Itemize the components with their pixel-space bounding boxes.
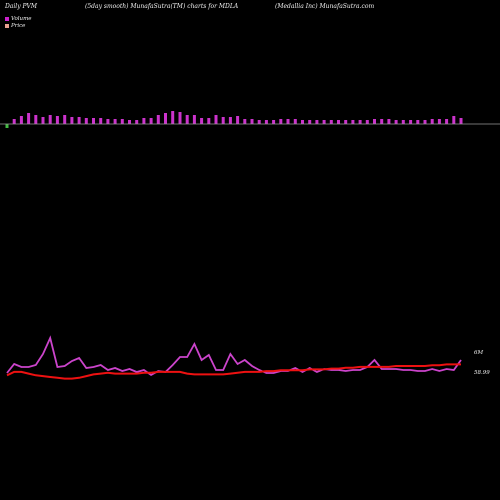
volume-bar — [409, 120, 413, 124]
volume-bar — [92, 118, 95, 124]
volume-bar — [351, 120, 355, 124]
volume-bar — [164, 113, 167, 124]
volume-bar — [257, 120, 261, 124]
volume-bar — [178, 112, 182, 124]
volume-bars — [5, 111, 463, 128]
volume-bar — [401, 120, 405, 124]
volume-bar — [437, 119, 441, 124]
price-swatch — [5, 23, 9, 28]
volume-bar — [365, 120, 369, 124]
volume-bar — [99, 118, 103, 124]
volume-bar — [329, 120, 333, 124]
volume-bar — [128, 120, 131, 124]
volume-bar — [192, 115, 196, 124]
volume-bar — [171, 111, 175, 124]
volume-bar — [452, 116, 456, 124]
volume-bar — [301, 120, 304, 124]
volume-bar — [12, 119, 16, 124]
volume-bar — [120, 119, 124, 124]
volume-bar — [264, 120, 268, 124]
volume-bar — [156, 115, 160, 124]
legend: Volume Price — [5, 15, 32, 29]
volume-bar — [315, 120, 319, 124]
volume-bar — [272, 120, 276, 124]
volume-bar — [322, 120, 326, 124]
volume-bar — [70, 117, 74, 124]
volume-bar — [106, 119, 110, 124]
volume-bar — [135, 120, 139, 124]
volume-bar — [77, 117, 81, 124]
volume-bar — [459, 118, 463, 124]
volume-bar — [293, 119, 297, 124]
header-center: (5day smooth) MunafaSutra(TM) charts for… — [85, 3, 239, 10]
volume-bar — [27, 113, 31, 124]
volume-bar — [380, 119, 384, 124]
volume-bar — [5, 124, 9, 128]
volume-bar — [279, 119, 283, 124]
volume-bar — [308, 120, 312, 124]
volume-bar — [19, 116, 23, 124]
volume-bar — [185, 115, 189, 124]
volume-last-label: 6M — [474, 350, 483, 356]
header-right: (Medallia Inc) MunafaSutra.com — [275, 3, 375, 10]
volume-bar — [373, 119, 376, 124]
volume-bar — [48, 115, 52, 124]
volume-bar — [221, 117, 225, 124]
volume-bar — [344, 120, 348, 124]
volume-bar — [63, 115, 67, 124]
volume-swatch — [5, 16, 9, 21]
legend-price: Price — [5, 22, 32, 29]
header-left: Daily PVM — [5, 3, 38, 10]
volume-bar — [200, 118, 204, 124]
price-last-label: 58.99 — [474, 370, 490, 376]
volume-bar — [84, 118, 88, 124]
volume-bar — [445, 119, 449, 124]
volume-bar — [358, 120, 362, 124]
volume-bar — [286, 119, 290, 124]
volume-bar — [236, 116, 240, 124]
volume-bar — [423, 120, 427, 124]
price-line — [6, 363, 461, 380]
volume-bar — [34, 115, 38, 124]
volume-bar — [149, 118, 153, 124]
volume-bar — [55, 116, 59, 124]
volume-bar — [41, 117, 45, 124]
volume-bar — [394, 120, 398, 124]
legend-price-label: Price — [11, 22, 26, 29]
volume-bar — [113, 119, 117, 124]
volume-bar — [250, 119, 254, 124]
legend-volume-label: Volume — [11, 15, 32, 22]
volume-bar — [387, 119, 391, 124]
volume-bar — [243, 119, 247, 124]
volume-line — [6, 335, 462, 377]
volume-bar — [207, 118, 211, 124]
volume-bar — [337, 120, 340, 124]
volume-bar — [142, 118, 146, 124]
volume-bar — [430, 119, 434, 124]
volume-bar — [228, 117, 232, 124]
volume-bar — [416, 120, 420, 124]
volume-bar — [214, 115, 218, 124]
legend-volume: Volume — [5, 15, 32, 22]
